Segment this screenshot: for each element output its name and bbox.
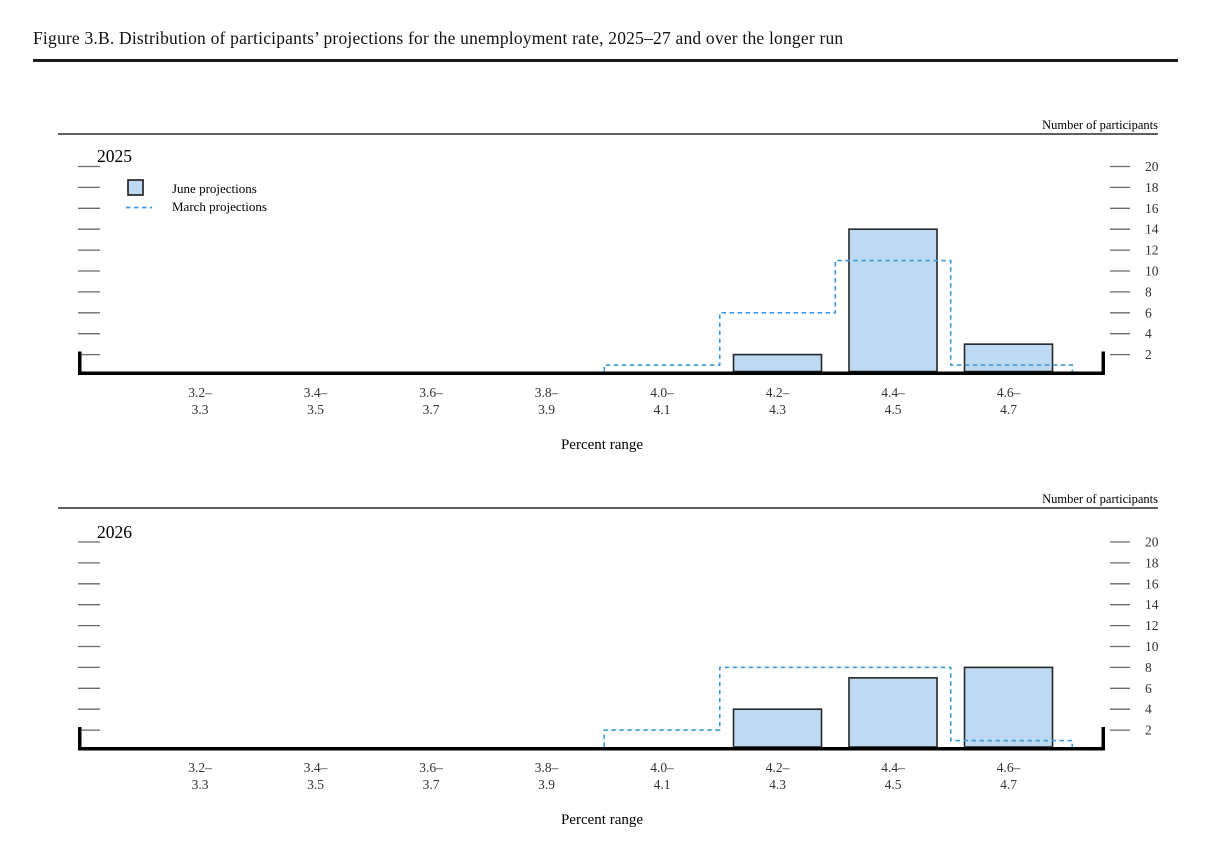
right-tick-label: 4	[1145, 326, 1152, 341]
x-tick-label-top: 3.2–	[188, 760, 212, 775]
right-tick-label: 8	[1145, 284, 1152, 299]
x-axis-title: Percent range	[561, 437, 643, 453]
x-tick-label-bottom: 3.5	[307, 402, 324, 417]
panel-2026: Number of participants 2026 2 4 6 8 10 12 14 16 18…	[58, 492, 1159, 828]
right-tick-label: 14	[1145, 597, 1159, 612]
right-tick-label: 16	[1145, 576, 1159, 591]
x-tick-label-top: 4.0–	[650, 760, 674, 775]
legend-june-label: June projections	[172, 181, 257, 196]
june-bar-2026-4.6–4.7	[963, 666, 1054, 748]
x-tick-label-bottom: 4.7	[1000, 777, 1017, 792]
right-tick-label: 10	[1145, 639, 1159, 654]
right-tick-label: 10	[1145, 264, 1159, 279]
x-tick-label-bottom: 4.5	[885, 777, 902, 792]
panel-year-label: 2025	[97, 146, 132, 166]
x-tick-label-bottom: 3.3	[192, 402, 209, 417]
x-tick-label-top: 3.8–	[535, 760, 559, 775]
x-tick-label-top: 4.2–	[766, 385, 790, 400]
june-bar-2025-4.4–4.5	[848, 228, 938, 373]
x-axis-left-cap	[78, 351, 82, 375]
x-tick-label-top: 3.6–	[419, 385, 443, 400]
right-tick-label: 6	[1145, 681, 1152, 696]
legend: June projections March projections	[126, 179, 267, 214]
june-bar-2026-4.2–4.3	[732, 708, 823, 748]
x-tick-label-top: 3.4–	[304, 760, 328, 775]
x-tick-label-bottom: 3.9	[538, 402, 555, 417]
legend-june-swatch	[127, 179, 144, 196]
x-tick-label-bottom: 3.9	[538, 777, 555, 792]
x-tick-label-bottom: 4.3	[769, 777, 786, 792]
x-tick-label-top: 4.0–	[650, 385, 674, 400]
right-tick-label: 2	[1145, 347, 1152, 362]
x-tick-label-bottom: 3.5	[307, 777, 324, 792]
right-tick-label: 18	[1145, 180, 1159, 195]
x-tick-label-top: 4.2–	[766, 760, 790, 775]
legend-march-label: March projections	[172, 199, 267, 214]
right-axis-title: Number of participants	[1042, 492, 1158, 506]
x-tick-label-top: 4.4–	[881, 385, 905, 400]
right-tick-label: 6	[1145, 305, 1152, 320]
panel-year-label: 2026	[97, 522, 132, 542]
x-tick-label-bottom: 4.7	[1000, 402, 1017, 417]
right-tick-label: 8	[1145, 660, 1152, 675]
right-tick-label: 14	[1145, 222, 1159, 237]
x-axis-line	[78, 747, 1105, 751]
x-tick-label-top: 3.8–	[535, 385, 559, 400]
x-tick-label-top: 4.4–	[881, 760, 905, 775]
x-tick-label-bottom: 3.3	[192, 777, 209, 792]
x-axis-title: Percent range	[561, 812, 643, 828]
x-axis-line	[78, 371, 1105, 375]
x-tick-label-bottom: 4.1	[654, 402, 671, 417]
x-axis-right-cap	[1101, 727, 1105, 751]
right-tick-label: 20	[1145, 159, 1159, 174]
title-rule	[33, 59, 1178, 62]
march-step-line	[603, 259, 1074, 372]
x-tick-label-bottom: 4.1	[654, 777, 671, 792]
x-tick-label-top: 3.6–	[419, 760, 443, 775]
right-tick-label: 18	[1145, 555, 1159, 570]
right-tick-label: 16	[1145, 201, 1159, 216]
x-tick-label-top: 4.6–	[997, 385, 1021, 400]
right-tick-label: 12	[1145, 618, 1159, 633]
x-tick-label-top: 4.6–	[997, 760, 1021, 775]
x-tick-label-bottom: 3.7	[423, 402, 440, 417]
right-axis-title: Number of participants	[1042, 118, 1158, 132]
june-bar-2026-4.4–4.5	[848, 677, 938, 748]
right-tick-label: 12	[1145, 243, 1159, 258]
x-axis-left-cap	[78, 727, 82, 751]
x-tick-label-bottom: 4.5	[885, 402, 902, 417]
march-step-line	[603, 666, 1074, 747]
x-axis-right-cap	[1101, 351, 1105, 375]
right-tick-label: 2	[1145, 723, 1152, 738]
panel-2025: Number of participants 2025 June projectio…	[58, 118, 1159, 453]
x-tick-label-top: 3.2–	[188, 385, 212, 400]
x-tick-label-top: 3.4–	[304, 385, 328, 400]
right-tick-label: 4	[1145, 702, 1152, 717]
x-tick-label-bottom: 4.3	[769, 402, 786, 417]
x-tick-label-bottom: 3.7	[423, 777, 440, 792]
june-bar-2025-4.6–4.7	[963, 343, 1054, 373]
figure-title: Figure 3.B. Distribution of participants…	[33, 28, 844, 48]
right-tick-label: 20	[1145, 535, 1159, 550]
june-bar-2025-4.2–4.3	[732, 353, 823, 373]
